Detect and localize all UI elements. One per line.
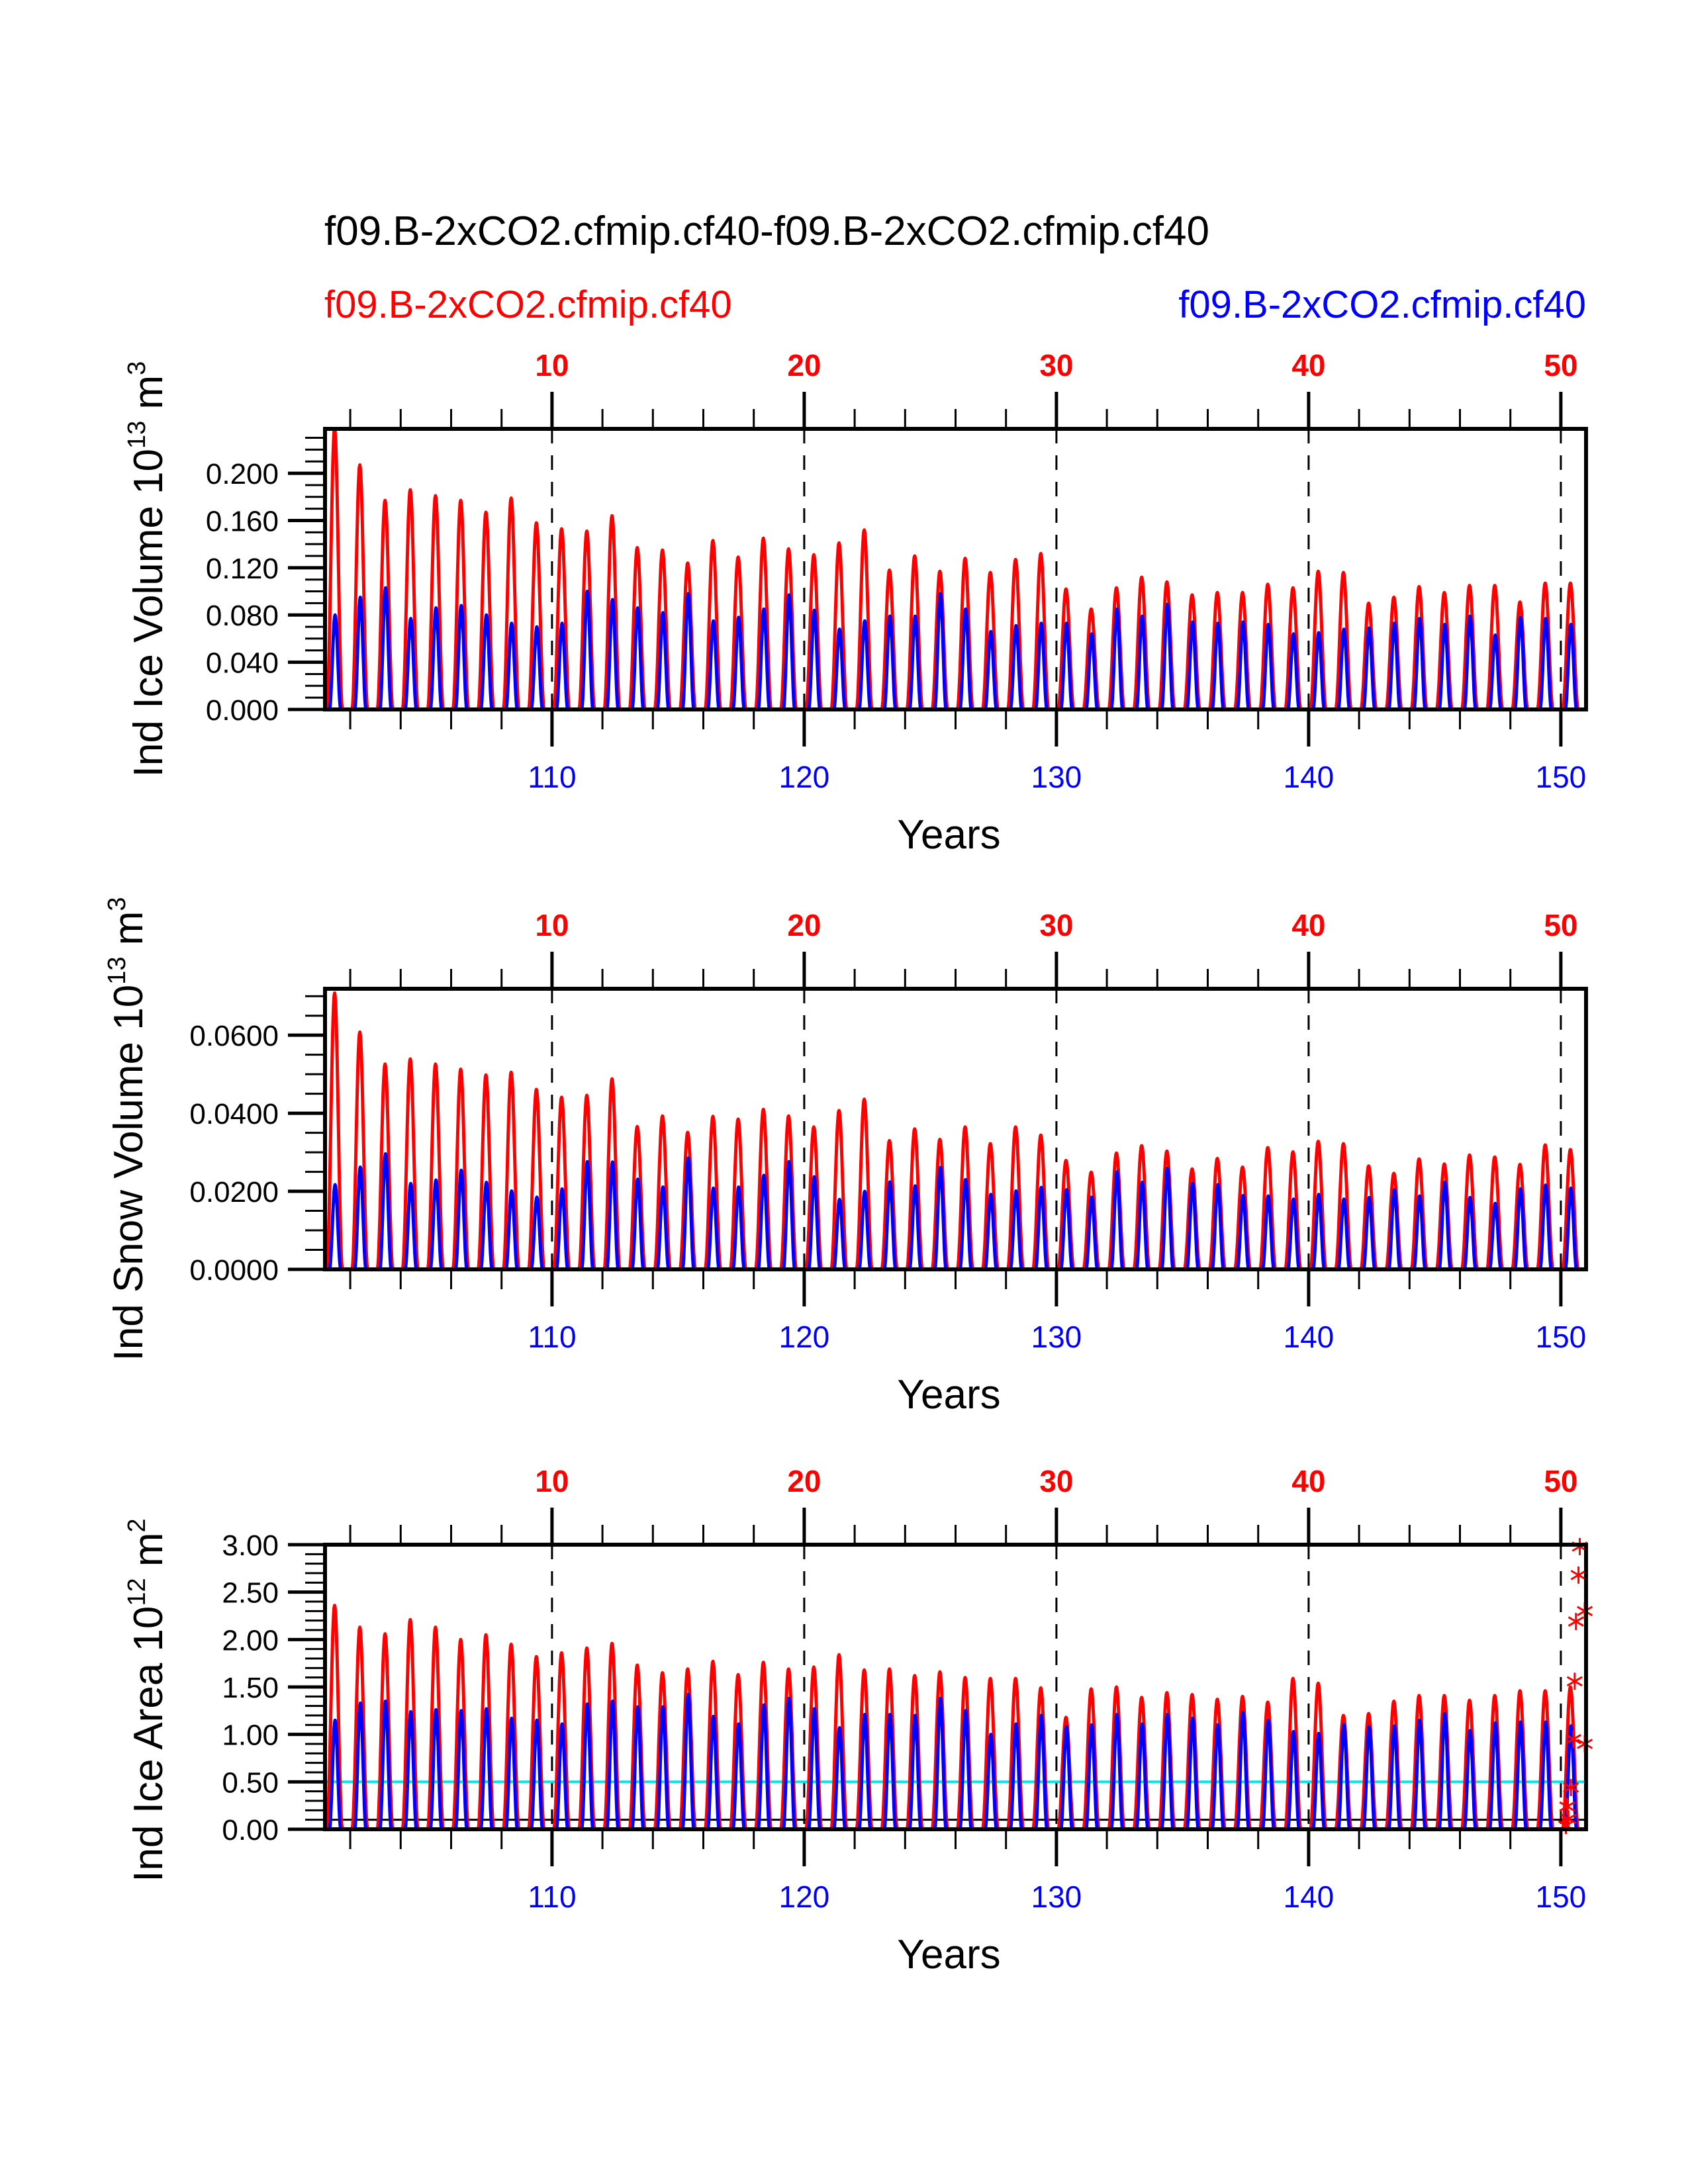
y-axis-label: Ind Ice Area 1012 m2 bbox=[123, 1518, 171, 1882]
y-tick-label: 1.50 bbox=[222, 1672, 279, 1704]
y-label-unit: m bbox=[126, 1532, 171, 1578]
asterisk-marker bbox=[1565, 1730, 1581, 1748]
y-label-unit: m bbox=[126, 375, 171, 421]
top-tick-label: 20 bbox=[787, 908, 821, 942]
y-label-base: Ind Ice Volume 10 bbox=[126, 449, 171, 777]
bottom-tick-label: 110 bbox=[528, 1320, 576, 1354]
y-tick-label: 0.0000 bbox=[189, 1254, 279, 1287]
panel-1: 10 20 30 40 50 110 120 130 140 150 0.000 0.040 0.080… bbox=[123, 348, 1588, 858]
y-tick-label: 0.040 bbox=[206, 647, 279, 680]
y-label-base: Ind Ice Area 10 bbox=[126, 1606, 171, 1882]
top-tick-label: 10 bbox=[535, 348, 569, 383]
top-tick-label: 40 bbox=[1291, 348, 1325, 383]
y-label-exponent: 13 bbox=[123, 421, 151, 449]
y-tick-label: 3.00 bbox=[222, 1529, 279, 1562]
top-tick-label: 40 bbox=[1291, 908, 1325, 942]
top-tick-label: 50 bbox=[1544, 908, 1577, 942]
asterisk-marker bbox=[1568, 1613, 1584, 1631]
top-tick-label: 10 bbox=[535, 1464, 569, 1498]
bottom-tick-label: 130 bbox=[1031, 760, 1082, 794]
y-tick-label: 0.080 bbox=[206, 600, 279, 632]
asterisk-marker bbox=[1563, 1778, 1579, 1796]
figure-title: f09.B-2xCO2.cfmip.cf40-f09.B-2xCO2.cfmip… bbox=[324, 208, 1209, 254]
bottom-tick-label: 140 bbox=[1284, 1320, 1335, 1354]
y-label-unit: m bbox=[106, 911, 152, 957]
top-tick-label: 50 bbox=[1544, 348, 1577, 383]
series-line-blue bbox=[325, 1152, 1586, 1269]
x-axis-label: Years bbox=[897, 1932, 1000, 1978]
asterisk-marker bbox=[1570, 1566, 1587, 1584]
y-tick-label: 2.00 bbox=[222, 1624, 279, 1657]
y-label-exponent: 12 bbox=[123, 1578, 151, 1606]
x-axis-label: Years bbox=[897, 812, 1000, 858]
asterisk-stroke bbox=[1568, 1616, 1584, 1627]
y-tick-label: 1.00 bbox=[222, 1719, 279, 1752]
bottom-tick-label: 110 bbox=[528, 760, 576, 794]
top-tick-label: 10 bbox=[535, 908, 569, 942]
panel-2: 10 20 30 40 50 110 120 130 140 150 0.0000 0.0200 0.0… bbox=[103, 897, 1588, 1418]
asterisk-stroke bbox=[1570, 1570, 1587, 1580]
bottom-tick-label: 150 bbox=[1536, 1320, 1587, 1354]
top-tick-label: 50 bbox=[1544, 1464, 1577, 1498]
bottom-tick-label: 130 bbox=[1031, 1880, 1082, 1914]
top-tick-label: 40 bbox=[1291, 1464, 1325, 1498]
y-label-unit-exponent: 3 bbox=[123, 361, 151, 375]
top-tick-label: 20 bbox=[787, 348, 821, 383]
y-label-exponent: 13 bbox=[103, 957, 131, 985]
y-axis-label: Ind Ice Volume 1013 m3 bbox=[123, 361, 171, 778]
bottom-tick-label: 130 bbox=[1031, 1320, 1082, 1354]
asterisk-marker bbox=[1566, 1672, 1583, 1690]
y-tick-label: 0.0200 bbox=[189, 1176, 279, 1208]
y-tick-label: 0.000 bbox=[206, 694, 279, 727]
asterisk-stroke bbox=[1563, 1782, 1579, 1793]
top-tick-label: 20 bbox=[787, 1464, 821, 1498]
y-tick-label: 0.120 bbox=[206, 553, 279, 585]
asterisk-marker bbox=[1559, 1797, 1575, 1815]
bottom-tick-label: 120 bbox=[779, 1880, 830, 1914]
panel-3: 10 20 30 40 50 110 120 130 140 150 0.00 0.50 1.00 1.5… bbox=[123, 1464, 1593, 1978]
y-tick-label: 2.50 bbox=[222, 1577, 279, 1610]
asterisk-stroke bbox=[1566, 1676, 1583, 1687]
y-tick-label: 0.160 bbox=[206, 505, 279, 537]
y-tick-label: 0.0600 bbox=[189, 1020, 279, 1052]
legend-left-label: f09.B-2xCO2.cfmip.cf40 bbox=[324, 283, 732, 326]
y-label-base: Ind Snow Volume 10 bbox=[106, 985, 152, 1361]
top-tick-label: 30 bbox=[1039, 1464, 1073, 1498]
y-axis-label: Ind Snow Volume 1013 m3 bbox=[103, 897, 152, 1361]
y-tick-label: 0.50 bbox=[222, 1766, 279, 1799]
top-tick-label: 30 bbox=[1039, 908, 1073, 942]
bottom-tick-label: 140 bbox=[1284, 1880, 1335, 1914]
bottom-tick-label: 120 bbox=[779, 760, 830, 794]
bottom-tick-label: 120 bbox=[779, 1320, 830, 1354]
y-label-unit-exponent: 3 bbox=[103, 897, 131, 911]
bottom-tick-label: 150 bbox=[1536, 760, 1587, 794]
legend-right-label: f09.B-2xCO2.cfmip.cf40 bbox=[1178, 283, 1586, 326]
bottom-tick-label: 150 bbox=[1536, 1880, 1587, 1914]
asterisk-stroke bbox=[1559, 1801, 1575, 1812]
series-line-blue bbox=[325, 1693, 1586, 1829]
bottom-tick-label: 110 bbox=[528, 1880, 576, 1914]
x-axis-label: Years bbox=[897, 1372, 1000, 1418]
y-tick-label: 0.0400 bbox=[189, 1098, 279, 1130]
y-tick-label: 0.00 bbox=[222, 1814, 279, 1846]
series-line-blue bbox=[325, 586, 1586, 709]
y-label-unit-exponent: 2 bbox=[123, 1518, 151, 1532]
y-tick-label: 0.200 bbox=[206, 458, 279, 490]
top-tick-label: 30 bbox=[1039, 348, 1073, 383]
asterisk-stroke bbox=[1565, 1734, 1581, 1745]
bottom-tick-label: 140 bbox=[1284, 760, 1335, 794]
